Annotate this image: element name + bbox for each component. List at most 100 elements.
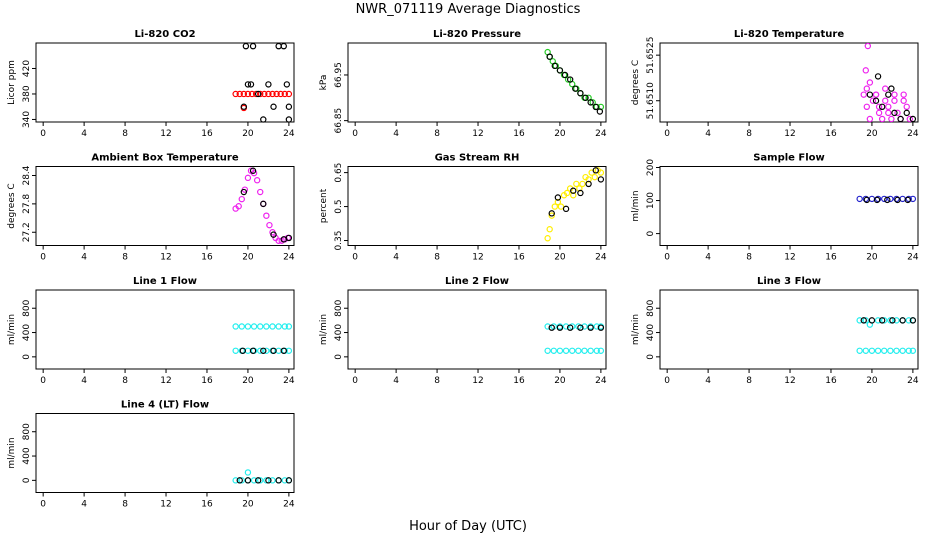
x-tick-label: 20 <box>242 129 254 139</box>
point <box>887 195 894 203</box>
point <box>242 42 250 50</box>
point <box>860 91 867 98</box>
point <box>587 324 594 331</box>
y-tick-label: 100 <box>646 192 656 209</box>
point <box>249 347 257 354</box>
x-tick-label: 0 <box>664 376 670 386</box>
x-tick-label: 24 <box>283 500 295 510</box>
point <box>587 347 594 354</box>
point <box>581 347 588 354</box>
y-tick-label: 0.35 <box>334 230 344 250</box>
y-tick-label: 200 <box>646 159 656 176</box>
x-tick-label: 24 <box>595 129 607 139</box>
x-tick-label: 20 <box>554 129 566 139</box>
y-axis-title: ml/min <box>319 314 329 345</box>
point <box>868 195 876 203</box>
point <box>862 195 869 203</box>
x-tick-label: 8 <box>122 376 128 386</box>
point <box>856 195 863 203</box>
point <box>285 323 293 330</box>
point <box>260 116 267 123</box>
y-tick-label: 400 <box>646 324 656 341</box>
point <box>244 323 252 330</box>
x-tick-label: 4 <box>393 129 399 139</box>
x-tick-label: 20 <box>866 376 878 386</box>
x-tick-label: 16 <box>201 129 213 139</box>
point <box>548 210 555 217</box>
x-tick-label: 20 <box>242 253 254 263</box>
point <box>866 115 874 123</box>
point <box>597 347 605 354</box>
x-tick-label: 16 <box>513 376 525 386</box>
point <box>878 317 886 324</box>
x-tick-label: 24 <box>907 376 919 386</box>
y-tick-label: 66.85 <box>334 108 344 134</box>
x-tick-label: 8 <box>122 500 128 510</box>
point <box>554 198 562 206</box>
point <box>556 67 564 74</box>
point <box>280 347 287 354</box>
point <box>236 90 243 98</box>
point <box>270 231 277 238</box>
point <box>240 188 248 196</box>
point <box>885 91 892 98</box>
panel-title: Li-820 Temperature <box>734 29 844 40</box>
point <box>894 109 901 117</box>
y-tick-label: 800 <box>646 299 656 316</box>
point <box>250 323 258 330</box>
point <box>257 90 264 98</box>
x-tick-label: 0 <box>352 129 358 139</box>
point <box>889 317 896 324</box>
point <box>551 62 559 70</box>
panel-title: Li-820 Pressure <box>433 29 521 40</box>
point <box>239 347 247 354</box>
point <box>899 317 906 324</box>
point <box>283 81 291 88</box>
point <box>909 317 917 324</box>
x-tick-label: 0 <box>352 376 358 386</box>
y-tick-label: 0 <box>22 477 32 483</box>
point <box>893 195 900 203</box>
point <box>899 195 906 203</box>
point <box>873 196 881 204</box>
point <box>244 347 252 354</box>
point <box>265 90 272 98</box>
point <box>587 99 594 106</box>
point <box>878 115 886 123</box>
y-axis-title: percent <box>319 188 329 223</box>
point <box>244 81 252 88</box>
point <box>554 194 562 201</box>
x-tick-label: 16 <box>513 129 525 139</box>
y-tick-label: 51.6525 <box>646 37 656 74</box>
point <box>557 203 565 210</box>
point <box>888 85 895 92</box>
point <box>581 323 588 330</box>
point <box>238 195 245 203</box>
point <box>253 177 261 184</box>
point <box>573 180 580 188</box>
point <box>884 196 891 204</box>
point <box>265 81 272 88</box>
point <box>891 109 898 117</box>
point <box>592 167 599 174</box>
point <box>577 324 584 331</box>
point <box>277 90 284 98</box>
x-tick-label: 4 <box>393 253 399 263</box>
point <box>281 323 288 330</box>
y-tick-label: 340 <box>22 111 32 128</box>
x-tick-label: 16 <box>201 253 213 263</box>
y-tick-label: 51.6510 <box>646 82 656 119</box>
point <box>900 97 907 104</box>
panel-title: Li-820 CO2 <box>134 29 195 40</box>
y-tick-label: 0 <box>646 354 656 360</box>
x-tick-label: 24 <box>283 253 295 263</box>
point <box>887 347 894 354</box>
point <box>903 103 910 111</box>
point <box>257 347 264 354</box>
point <box>263 347 270 354</box>
point <box>269 323 276 330</box>
panel-title: Ambient Box Temperature <box>91 153 238 164</box>
panel-title: Gas Stream RH <box>435 153 520 164</box>
point <box>905 347 912 354</box>
y-axis-title: kPa <box>319 75 329 91</box>
